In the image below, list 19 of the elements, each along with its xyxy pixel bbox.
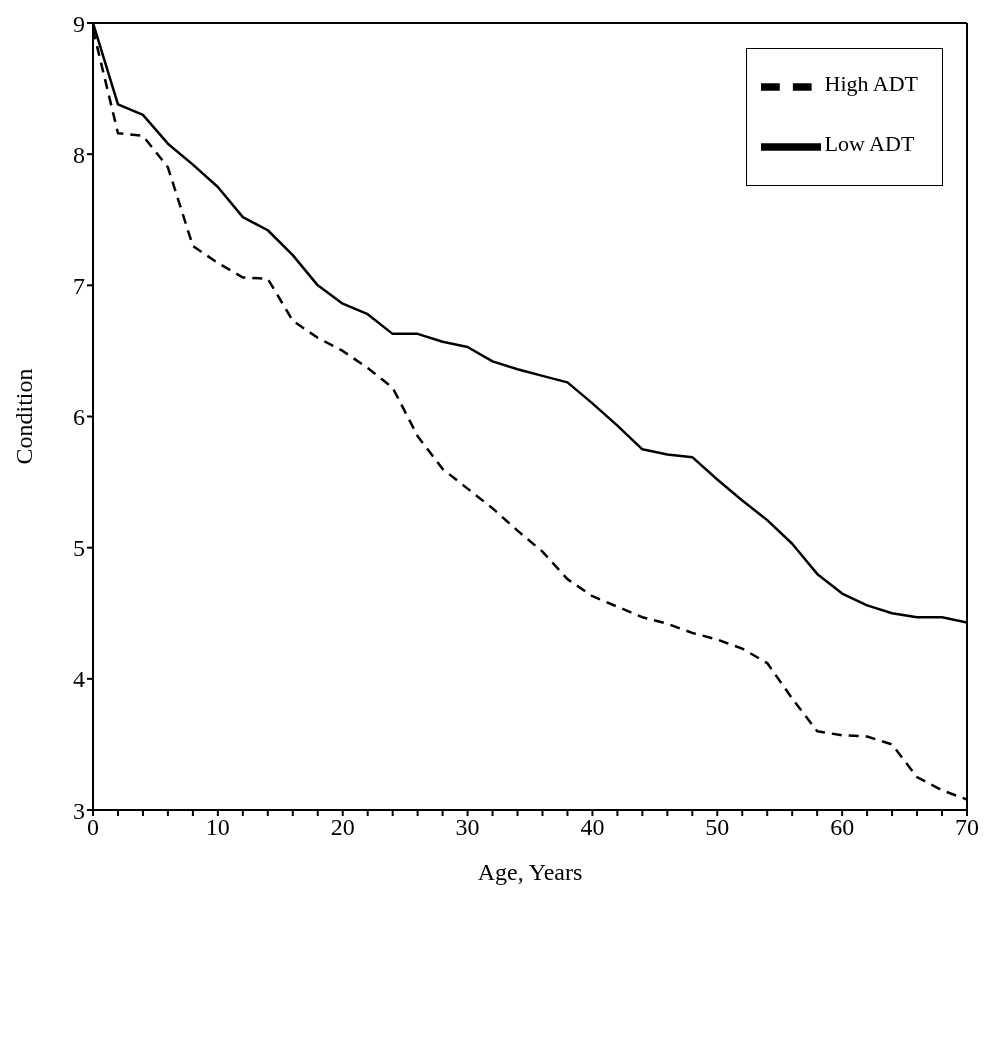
x-tick-label: 70 [955,814,979,841]
y-tick-label: 3 [73,797,85,824]
y-tick-label: 5 [73,535,85,562]
x-tick-label: 20 [330,814,355,841]
y-axis-title: Condition [10,368,37,465]
y-tick-label: 9 [73,10,85,37]
x-tick-label: 0 [87,814,99,841]
x-tick-label: 40 [580,814,605,841]
x-tick-label: 10 [205,814,230,841]
y-tick-label: 4 [73,666,85,693]
y-tick-label: 6 [73,404,85,431]
x-axis-title: Age, Years [477,859,583,885]
y-tick-label: 8 [73,141,85,168]
y-tick-label: 7 [73,272,85,299]
x-tick-label: 60 [830,814,855,841]
legend-label: Low ADT [824,130,915,156]
legend-label: High ADT [824,70,918,96]
x-tick-label: 30 [455,814,480,841]
x-tick-label: 50 [705,814,730,841]
